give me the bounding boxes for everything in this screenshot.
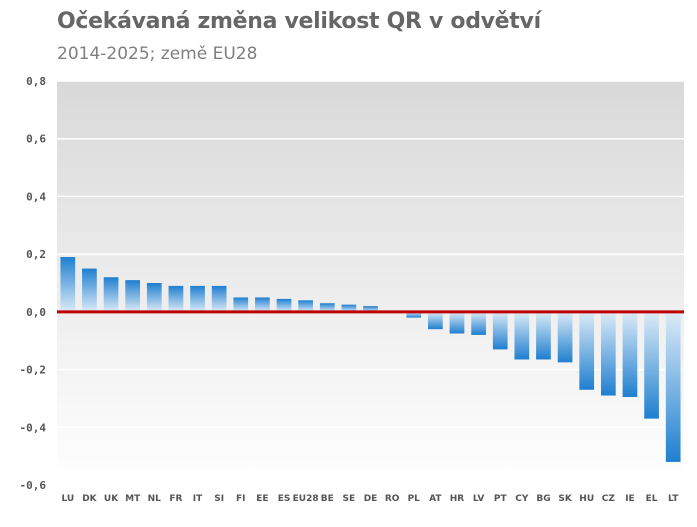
x-tick-label: PL: [408, 494, 421, 504]
bar-si: [211, 285, 227, 312]
x-tick-label: RO: [385, 494, 400, 504]
bar-dk: [82, 268, 97, 312]
x-tick-label: HU: [579, 494, 594, 504]
x-tick-label: EU28: [293, 494, 319, 504]
x-tick-label: MT: [125, 494, 141, 504]
bar-be: [319, 303, 335, 312]
bar-uk: [103, 277, 119, 312]
x-tick-label: UK: [104, 494, 119, 504]
chart-title: Očekávaná změna velikost QR v odvětví: [57, 9, 541, 34]
bar-pt: [492, 311, 508, 350]
x-axis-labels: LU DK UK MT NL FR IT SI FI EE ES EU28 BE SE DE RO PL AT HR…: [61, 494, 679, 504]
y-tick-label: 0,6: [26, 133, 46, 146]
y-tick-label: 0,4: [26, 190, 46, 203]
x-tick-label: SE: [343, 494, 356, 504]
bar-se: [341, 304, 357, 312]
bar-bg: [536, 311, 551, 360]
x-tick-label: DK: [82, 494, 97, 504]
x-tick-label: LU: [61, 494, 74, 504]
x-tick-label: BE: [321, 494, 334, 504]
y-tick-label: -0,4: [20, 421, 47, 434]
y-axis-labels: 0,8 0,6 0,4 0,2 0,0 -0,2 -0,4 -0,6: [20, 75, 47, 492]
x-tick-label: DE: [364, 494, 378, 504]
x-tick-label: EL: [646, 494, 658, 504]
bars: [60, 257, 681, 462]
x-tick-label: NL: [148, 494, 162, 504]
x-tick-label: LV: [473, 494, 484, 504]
x-tick-label: CY: [515, 494, 529, 504]
bar-es: [276, 298, 292, 312]
y-tick-label: -0,2: [20, 364, 47, 377]
x-tick-label: EE: [256, 494, 268, 504]
bar-at: [428, 311, 443, 330]
bar-cz: [600, 311, 616, 396]
bar-nl: [146, 283, 162, 312]
y-tick-label: 0,0: [26, 306, 46, 319]
x-tick-label: IE: [625, 494, 635, 504]
chart-subtitle: 2014-2025; země EU28: [57, 44, 258, 64]
x-tick-label: HR: [450, 494, 465, 504]
bar-ie: [622, 311, 638, 397]
bar-mt: [125, 280, 141, 312]
bar-ee: [255, 297, 270, 312]
bar-lv: [471, 311, 486, 335]
y-tick-label: -0,6: [20, 479, 47, 492]
y-tick-label: 0,8: [26, 75, 46, 88]
y-tick-label: 0,2: [26, 248, 46, 261]
bar-sk: [557, 311, 573, 363]
bar-it: [190, 285, 205, 312]
x-tick-label: FR: [169, 494, 182, 504]
bar-lu: [60, 257, 76, 312]
bar-fr: [168, 285, 184, 312]
x-tick-label: SI: [214, 494, 224, 504]
x-tick-label: AT: [429, 494, 442, 504]
bar-lt: [665, 311, 681, 462]
bar-hu: [579, 311, 595, 390]
x-tick-label: IT: [193, 494, 203, 504]
x-tick-label: CZ: [602, 494, 616, 504]
x-tick-label: LT: [668, 494, 679, 504]
bar-cy: [514, 311, 530, 360]
x-tick-label: BG: [536, 494, 550, 504]
bar-pl: [406, 311, 422, 318]
bar-el: [644, 311, 659, 419]
bar-de: [363, 306, 378, 312]
bar-fi: [233, 297, 249, 312]
x-tick-label: ES: [278, 494, 291, 504]
bar-hr: [449, 311, 465, 334]
x-tick-label: SK: [558, 494, 572, 504]
bar-eu28: [298, 300, 313, 312]
x-tick-label: PT: [494, 494, 508, 504]
x-tick-label: FI: [236, 494, 246, 504]
